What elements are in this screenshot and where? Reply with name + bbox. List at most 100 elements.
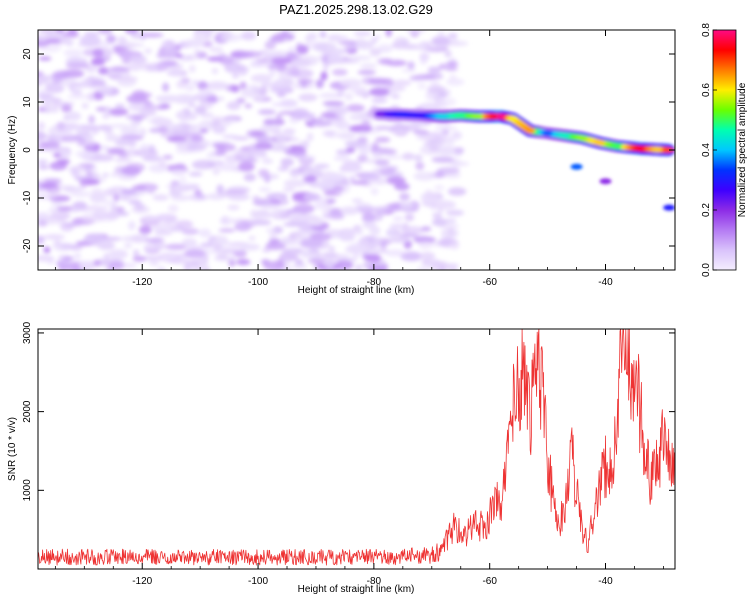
noise-blob: [109, 250, 128, 256]
noise-blob: [320, 71, 328, 81]
secondary-feature: [570, 163, 583, 170]
noise-blob: [416, 266, 431, 270]
noise-blob: [322, 62, 329, 72]
noise-blob: [377, 43, 394, 53]
noise-blob: [119, 134, 144, 141]
signal-peak: [507, 116, 518, 122]
noise-blob: [231, 73, 240, 79]
noise-blob: [47, 134, 55, 139]
noise-blob: [43, 178, 62, 184]
noise-blob: [114, 157, 133, 163]
noise-blob: [189, 263, 201, 270]
signal-peak: [542, 130, 553, 136]
noise-blob: [413, 74, 437, 80]
x-tick-label: -40: [598, 277, 613, 288]
noise-blob: [332, 48, 347, 55]
noise-blob: [220, 247, 244, 252]
noise-blob: [367, 77, 390, 85]
noise-blob: [60, 222, 74, 232]
noise-blob: [165, 243, 188, 251]
noise-blob: [288, 58, 312, 68]
noise-blob: [349, 55, 372, 61]
noise-blob: [375, 237, 384, 243]
noise-blob: [401, 152, 415, 161]
signal-peak: [455, 112, 466, 118]
noise-blob: [349, 86, 367, 93]
noise-blob: [261, 81, 275, 87]
noise-blob: [260, 123, 281, 133]
noise-blob: [353, 31, 372, 36]
noise-blob: [240, 243, 261, 251]
noise-blob: [55, 30, 65, 34]
noise-blob: [146, 63, 158, 72]
noise-blob: [248, 147, 266, 158]
noise-blob: [107, 147, 126, 155]
noise-blob: [219, 216, 234, 226]
noise-blob: [127, 220, 136, 231]
noise-blob: [322, 101, 345, 106]
noise-blob: [48, 218, 56, 225]
noise-blob: [302, 139, 309, 149]
noise-blob: [371, 142, 380, 153]
noise-blob: [142, 216, 159, 221]
noise-blob: [38, 211, 50, 216]
noise-blob: [283, 222, 304, 227]
noise-blob: [357, 37, 365, 43]
noise-blob: [56, 121, 66, 131]
noise-blob: [260, 203, 281, 209]
noise-blob: [438, 63, 447, 70]
noise-blob: [98, 66, 109, 75]
x-tick-label: -60: [482, 576, 497, 587]
noise-blob: [237, 161, 255, 172]
noise-blob: [365, 254, 382, 263]
noise-blob: [162, 82, 170, 92]
noise-blob: [122, 42, 145, 48]
noise-blob: [50, 200, 63, 208]
noise-blob: [314, 202, 325, 210]
noise-blob: [138, 62, 150, 67]
noise-blob: [206, 81, 229, 91]
noise-blob: [227, 204, 240, 211]
noise-blob: [38, 75, 46, 84]
noise-blob: [250, 219, 265, 225]
noise-blob: [46, 255, 55, 265]
noise-blob: [270, 57, 292, 65]
noise-blob: [415, 161, 425, 171]
colorbar: 0.0 0.2 0.4 0.6 0.8 Normalized spectral ampl…: [701, 23, 748, 277]
noise-blob: [432, 212, 443, 219]
noise-blob: [344, 92, 354, 101]
noise-blob: [257, 109, 276, 115]
noise-blob: [104, 129, 114, 135]
noise-blob: [434, 125, 458, 132]
x-tick-label: -120: [132, 277, 152, 288]
noise-blob: [158, 94, 183, 103]
noise-blob: [354, 264, 363, 270]
noise-blob: [120, 166, 141, 176]
noise-blob: [73, 252, 82, 260]
noise-blob: [71, 167, 80, 178]
noise-blob: [413, 236, 436, 244]
signal-peak: [397, 112, 408, 117]
noise-blob: [437, 96, 457, 107]
noise-blob: [357, 131, 368, 136]
noise-blob: [332, 260, 354, 270]
y-tick-label: 1000: [22, 479, 33, 502]
noise-blob: [273, 119, 285, 126]
noise-blob: [420, 102, 441, 109]
noise-blob: [92, 209, 108, 220]
noise-blob: [243, 173, 256, 182]
noise-blob: [142, 155, 163, 162]
noise-blob: [258, 85, 268, 96]
noise-blob: [276, 64, 287, 73]
snr-plot-area: [38, 329, 675, 569]
noise-blob: [327, 55, 344, 64]
noise-blob: [358, 145, 370, 156]
noise-blob: [75, 149, 97, 159]
noise-blob: [300, 238, 323, 249]
snr-frame: [37, 328, 676, 570]
x-tick-label: -80: [367, 576, 382, 587]
noise-blob: [428, 146, 440, 151]
noise-blob: [97, 30, 113, 35]
snr-x-label: Height of straight line (km): [298, 584, 415, 595]
noise-blob: [38, 159, 48, 166]
